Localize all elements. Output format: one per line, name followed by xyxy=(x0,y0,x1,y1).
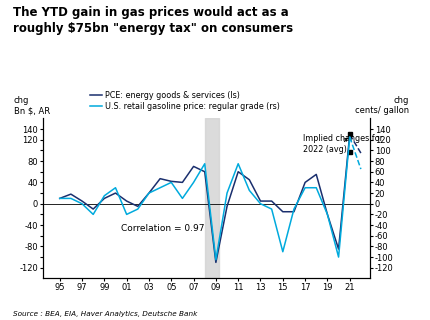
Text: Implied changes for
2022 (avg): Implied changes for 2022 (avg) xyxy=(303,134,383,154)
Text: chg
Bn $, AR: chg Bn $, AR xyxy=(14,96,50,115)
Text: chg
cents/ gallon: chg cents/ gallon xyxy=(355,96,409,115)
Text: Correlation = 0.97: Correlation = 0.97 xyxy=(121,224,205,234)
Text: The YTD gain in gas prices would act as a
roughly $75bn "energy tax" on consumer: The YTD gain in gas prices would act as … xyxy=(13,6,293,36)
Bar xyxy=(205,118,219,278)
Text: Source : BEA, EIA, Haver Analytics, Deutsche Bank: Source : BEA, EIA, Haver Analytics, Deut… xyxy=(13,311,197,317)
Legend: PCE: energy goods & services (ls), U.S. retail gasoline price: regular grade (rs: PCE: energy goods & services (ls), U.S. … xyxy=(89,91,280,111)
